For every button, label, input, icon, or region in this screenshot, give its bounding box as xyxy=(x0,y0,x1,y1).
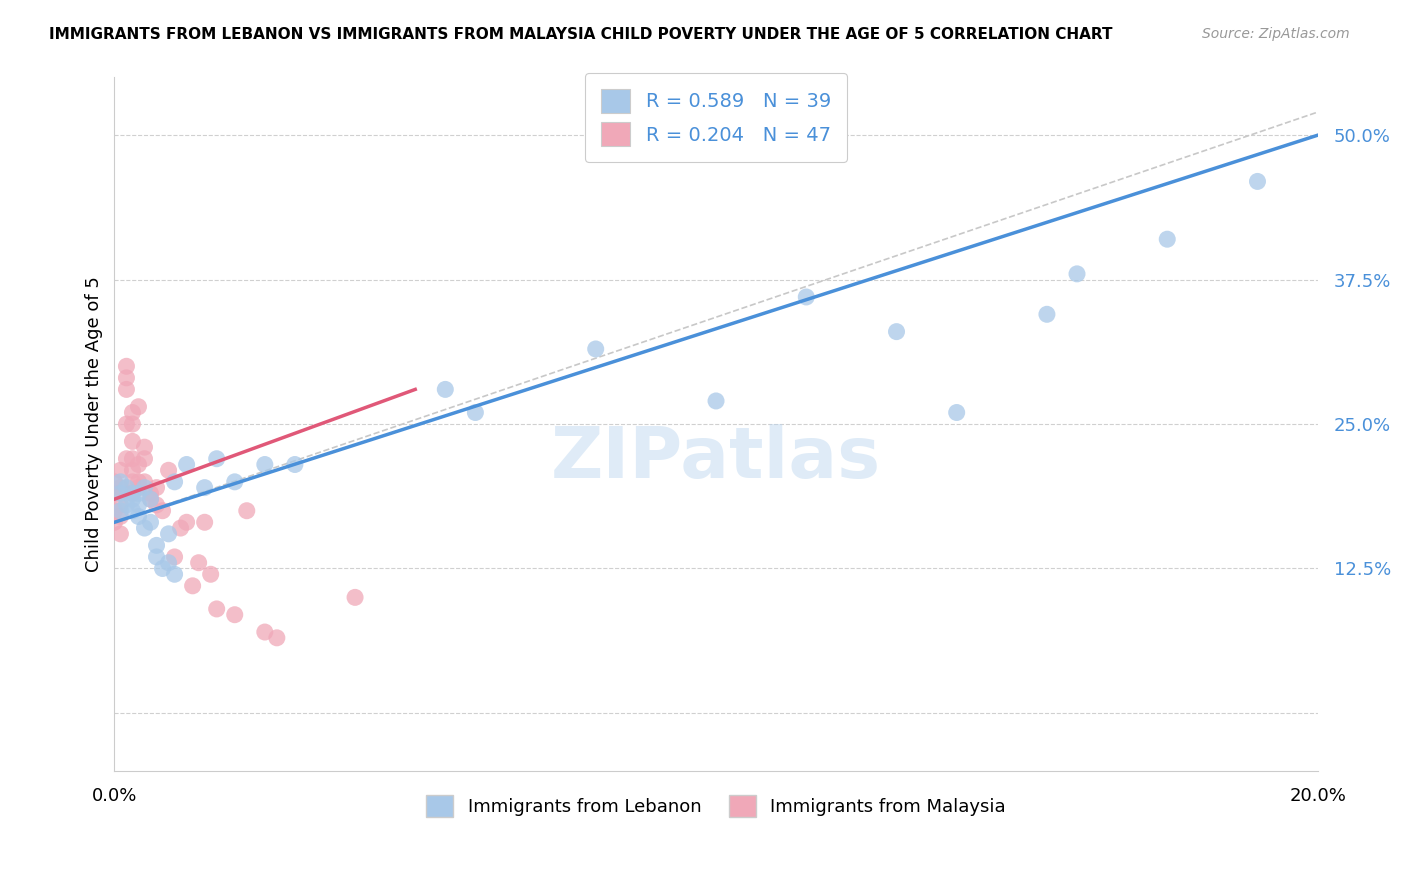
Point xyxy=(176,516,198,530)
Point xyxy=(139,516,162,530)
Point xyxy=(794,290,817,304)
Point xyxy=(344,591,367,605)
Point xyxy=(284,458,307,472)
Point xyxy=(139,486,162,500)
Point xyxy=(115,481,138,495)
Point xyxy=(139,492,162,507)
Point xyxy=(1246,174,1268,188)
Point xyxy=(115,383,138,397)
Point xyxy=(115,417,138,431)
Point xyxy=(110,498,132,512)
Point xyxy=(169,521,191,535)
Point xyxy=(110,504,132,518)
Point xyxy=(127,486,149,500)
Point xyxy=(1156,232,1178,246)
Point xyxy=(103,516,125,530)
Point xyxy=(886,325,908,339)
Point xyxy=(134,475,156,489)
Point xyxy=(152,561,174,575)
Point xyxy=(224,475,246,489)
Point xyxy=(163,475,186,489)
Point xyxy=(194,481,217,495)
Legend: Immigrants from Lebanon, Immigrants from Malaysia: Immigrants from Lebanon, Immigrants from… xyxy=(419,788,1012,824)
Point xyxy=(163,567,186,582)
Point xyxy=(110,475,132,489)
Point xyxy=(236,504,259,518)
Point xyxy=(134,440,156,454)
Point xyxy=(115,371,138,385)
Point xyxy=(157,526,180,541)
Point xyxy=(115,359,138,374)
Point xyxy=(103,504,125,518)
Point xyxy=(163,549,186,564)
Point xyxy=(121,451,143,466)
Point xyxy=(134,521,156,535)
Text: IMMIGRANTS FROM LEBANON VS IMMIGRANTS FROM MALAYSIA CHILD POVERTY UNDER THE AGE : IMMIGRANTS FROM LEBANON VS IMMIGRANTS FR… xyxy=(49,27,1112,42)
Point xyxy=(1066,267,1088,281)
Point xyxy=(134,481,156,495)
Point xyxy=(110,509,132,524)
Point xyxy=(110,486,132,500)
Point xyxy=(121,463,143,477)
Point xyxy=(127,458,149,472)
Point xyxy=(157,556,180,570)
Point xyxy=(205,602,228,616)
Point xyxy=(121,475,143,489)
Point xyxy=(127,498,149,512)
Point xyxy=(157,463,180,477)
Point xyxy=(127,475,149,489)
Point xyxy=(145,498,167,512)
Text: ZIPatlas: ZIPatlas xyxy=(551,425,882,493)
Point xyxy=(152,504,174,518)
Point xyxy=(187,556,209,570)
Text: Source: ZipAtlas.com: Source: ZipAtlas.com xyxy=(1202,27,1350,41)
Point xyxy=(585,342,607,356)
Point xyxy=(110,481,132,495)
Point xyxy=(1036,307,1059,321)
Point xyxy=(704,394,727,409)
Point xyxy=(464,405,486,419)
Point xyxy=(127,400,149,414)
Point xyxy=(145,481,167,495)
Point xyxy=(176,458,198,472)
Point xyxy=(121,405,143,419)
Point xyxy=(127,481,149,495)
Point xyxy=(224,607,246,622)
Point xyxy=(121,486,143,500)
Point xyxy=(253,625,276,640)
Point xyxy=(945,405,967,419)
Point xyxy=(110,463,132,477)
Point xyxy=(134,451,156,466)
Y-axis label: Child Poverty Under the Age of 5: Child Poverty Under the Age of 5 xyxy=(86,277,103,572)
Point xyxy=(127,509,149,524)
Point xyxy=(434,383,457,397)
Point xyxy=(103,475,125,489)
Point xyxy=(194,516,217,530)
Point xyxy=(205,451,228,466)
Point xyxy=(115,498,138,512)
Point xyxy=(145,549,167,564)
Point xyxy=(266,631,288,645)
Point xyxy=(103,486,125,500)
Point xyxy=(121,434,143,449)
Point xyxy=(200,567,222,582)
Point xyxy=(121,486,143,500)
Point xyxy=(139,492,162,507)
Point xyxy=(115,451,138,466)
Point xyxy=(110,526,132,541)
Point xyxy=(121,417,143,431)
Point xyxy=(121,504,143,518)
Point xyxy=(253,458,276,472)
Point xyxy=(121,492,143,507)
Point xyxy=(181,579,204,593)
Point xyxy=(145,538,167,552)
